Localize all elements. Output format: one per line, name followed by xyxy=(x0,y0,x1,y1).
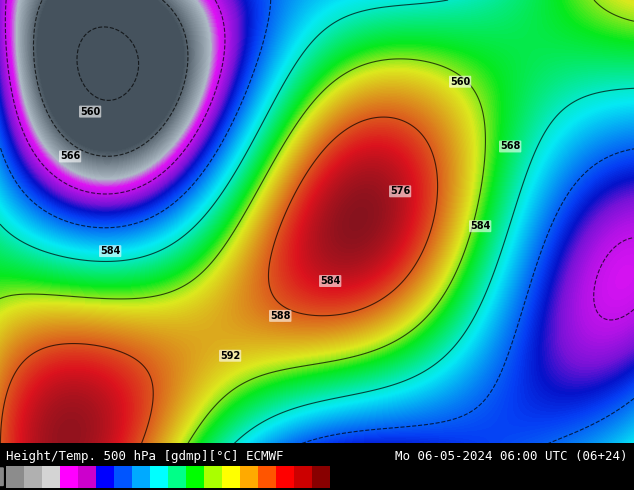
Text: 576: 576 xyxy=(390,186,410,196)
Bar xyxy=(96,466,114,488)
Bar xyxy=(222,466,240,488)
Bar xyxy=(60,466,78,488)
Text: Height/Temp. 500 hPa [gdmp][°C] ECMWF: Height/Temp. 500 hPa [gdmp][°C] ECMWF xyxy=(6,450,284,464)
Bar xyxy=(132,466,150,488)
Bar xyxy=(114,466,132,488)
Bar xyxy=(186,466,204,488)
Bar xyxy=(42,466,60,488)
Bar xyxy=(276,466,294,488)
FancyArrow shape xyxy=(0,466,3,488)
Text: 584: 584 xyxy=(320,276,340,286)
Text: 584: 584 xyxy=(100,246,120,256)
Bar xyxy=(258,466,276,488)
Text: 566: 566 xyxy=(60,151,81,161)
Text: Mo 06-05-2024 06:00 UTC (06+24): Mo 06-05-2024 06:00 UTC (06+24) xyxy=(395,450,628,464)
Bar xyxy=(312,466,330,488)
Text: 560: 560 xyxy=(450,77,470,87)
Text: 588: 588 xyxy=(270,311,290,321)
Text: 568: 568 xyxy=(500,142,521,151)
Bar xyxy=(78,466,96,488)
Bar xyxy=(24,466,42,488)
Bar xyxy=(294,466,312,488)
Bar xyxy=(168,466,186,488)
Text: 584: 584 xyxy=(470,221,490,231)
Text: 560: 560 xyxy=(80,107,100,117)
Bar xyxy=(204,466,222,488)
Bar xyxy=(150,466,168,488)
Bar xyxy=(240,466,258,488)
Text: 592: 592 xyxy=(220,351,240,361)
Bar xyxy=(6,466,24,488)
